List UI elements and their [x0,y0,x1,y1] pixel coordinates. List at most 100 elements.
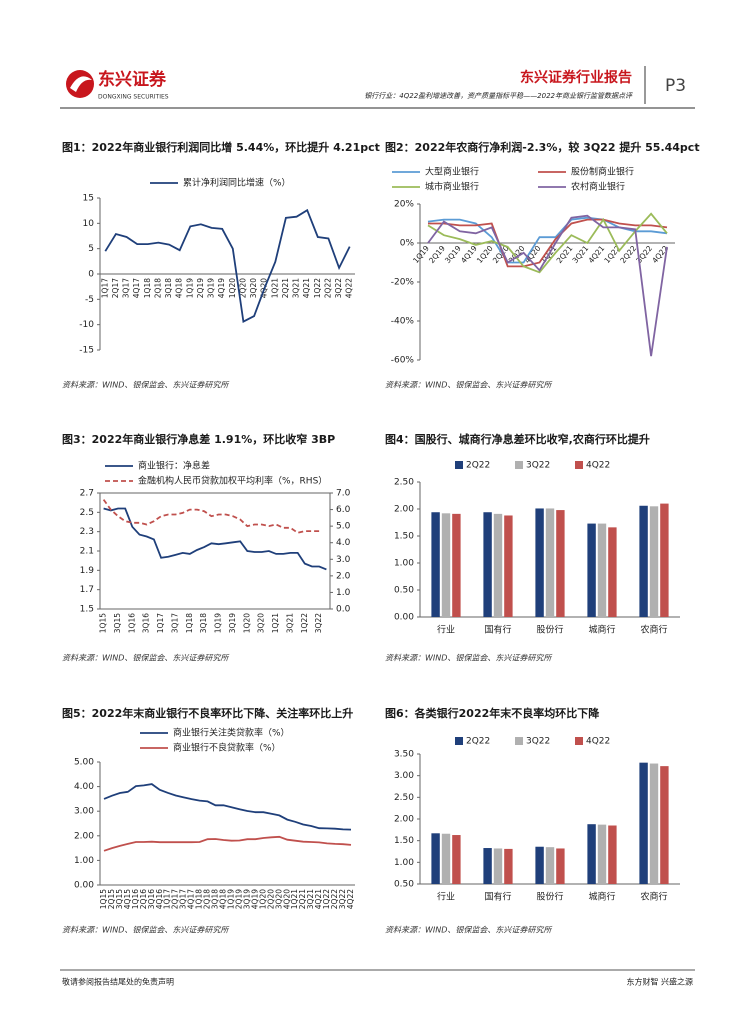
line [103,783,352,831]
y-tick-label: 2.3 [80,527,94,537]
x-tick-label: 2Q19 [427,244,447,265]
legend-label: 3Q22 [526,737,550,747]
legend-label: 商业银行关注类贷款率（%） [173,727,290,739]
bar [441,513,451,617]
x-tick-label: 1Q22 [300,613,309,633]
x-tick-label: 3Q22 [314,613,323,633]
y-tick-label: 0.50 [394,880,414,890]
x-tick-label: 1Q20 [242,613,251,633]
x-tick-label: 4Q16 [155,889,164,909]
legend-swatch [455,461,463,469]
chart-source: 资料来源：WIND、银保监会、东兴证券研究所 [385,381,553,390]
y-tick-label: 0.00 [394,613,414,623]
y-tick-label: 2.5 [80,508,94,518]
legend-label: 商业银行：净息差 [138,460,210,472]
legend-label: 4Q22 [586,461,610,471]
bar [545,847,555,884]
bar [504,515,513,617]
y-tick-label: 2.00 [394,815,414,825]
x-tick-label: 2Q17 [171,889,180,909]
bar [504,848,513,884]
x-tick-label: 3Q21 [285,613,294,633]
x-tick-label: 1Q17 [156,613,165,633]
x-tick-label: 2Q15 [107,889,116,909]
y-tick-label: 0.00 [74,881,94,891]
x-tick-label: 2Q22 [330,889,339,909]
x-tick-label: 2Q20 [266,889,275,909]
x-tick-label: 4Q18 [219,889,228,909]
x-tick-label: 3Q18 [199,613,208,633]
x-tick-label: 3Q21 [571,244,591,265]
bar [597,824,607,884]
y-tick-label: 2.50 [394,478,414,488]
y-tick-label: -15 [79,346,94,356]
y-tick-label: 3.00 [394,771,414,781]
bar [535,508,544,617]
bar [556,848,565,884]
x-tick-label: 4Q19 [250,889,259,909]
bar [493,513,503,617]
y-tick-label: 2.00 [74,831,94,841]
x-tick-label: 3Q20 [257,613,266,633]
x-tick-label: 4Q17 [132,278,141,298]
y-tick-label: 1.5 [80,605,94,615]
bar [452,513,461,617]
x-tick-label: 2Q19 [196,278,205,298]
x-tick-label: 4Q22 [346,889,355,909]
brand-en: DONGXING SECURITIES [98,94,169,101]
x-tick-label: 1Q17 [100,278,109,298]
bar [431,833,440,884]
legend-label: 4Q22 [586,737,610,747]
x-tick-label: 1Q19 [214,613,223,633]
x-tick-label: 2Q19 [234,889,243,909]
x-tick-label: 3Q15 [113,613,122,633]
y-tick-label: 4.0 [336,538,351,548]
bar [639,505,648,617]
y-tick-label: 2.50 [394,793,414,803]
legend-label: 3Q22 [526,461,550,471]
bar [545,508,555,617]
x-tick-label: 4Q17 [187,889,196,909]
legend-label: 股份制商业银行 [571,166,634,178]
x-tick-label: 股份行 [536,891,563,903]
x-tick-label: 3Q17 [179,889,188,909]
x-tick-label: 2Q21 [281,278,290,298]
legend-label: 2Q22 [466,461,490,471]
bar [587,824,596,884]
y-tick-label: 7.0 [336,489,351,499]
x-tick-label: 3Q19 [228,613,237,633]
chart-title: 图5：2022年末商业银行不良率环比下降、关注率环比上升 [62,706,353,720]
line [103,507,327,571]
y-tick-label: -40% [391,317,415,327]
y-tick-label: -20% [391,278,415,288]
chart-source: 资料来源：WIND、银保监会、东兴证券研究所 [62,381,230,390]
chart-source: 资料来源：WIND、银保监会、东兴证券研究所 [385,926,553,935]
x-tick-label: 2Q18 [203,889,212,909]
x-tick-label: 1Q22 [313,278,322,298]
y-tick-label: 0.50 [394,586,414,596]
x-tick-label: 3Q20 [249,278,258,298]
legend-swatch [575,737,583,745]
report-type: 东兴证券行业报告 [520,69,632,86]
x-tick-label: 3Q18 [164,278,173,298]
x-tick-label: 1Q16 [127,613,136,633]
x-tick-label: 3Q21 [306,889,315,909]
y-tick-label: 1.00 [394,858,414,868]
x-tick-label: 3Q17 [122,278,131,298]
y-tick-label: 10 [83,219,95,229]
x-tick-label: 1Q20 [258,889,267,909]
x-tick-label: 农商行 [640,891,667,903]
legend-label: 商业银行不良贷款率（%） [173,742,281,754]
x-tick-label: 行业 [437,624,455,636]
x-tick-label: 1Q22 [322,889,331,909]
chart-title: 图3：2022年商业银行净息差 1.91%，环比收窄 3BP [62,432,335,446]
x-tick-label: 国有行 [484,624,511,636]
y-tick-label: 1.00 [394,559,414,569]
bar [535,846,544,884]
x-tick-label: 3Q22 [338,889,347,909]
y-tick-label: 2.0 [336,571,351,581]
legend-label: 农村商业银行 [571,181,625,193]
y-tick-label: 1.00 [74,856,94,866]
x-tick-label: 1Q15 [99,889,108,909]
x-tick-label: 1Q21 [270,278,279,298]
